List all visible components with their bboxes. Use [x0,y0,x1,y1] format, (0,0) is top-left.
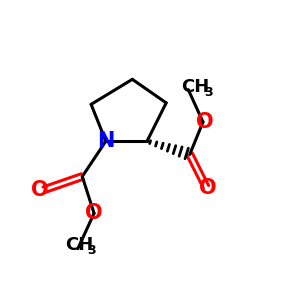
Text: O: O [196,112,213,132]
Text: N: N [97,131,115,151]
Text: CH: CH [182,78,210,96]
Text: 3: 3 [88,244,96,257]
Text: O: O [199,178,216,198]
Text: CH: CH [65,236,94,254]
Text: 3: 3 [204,86,213,99]
Text: O: O [31,180,48,200]
Text: O: O [85,203,103,223]
